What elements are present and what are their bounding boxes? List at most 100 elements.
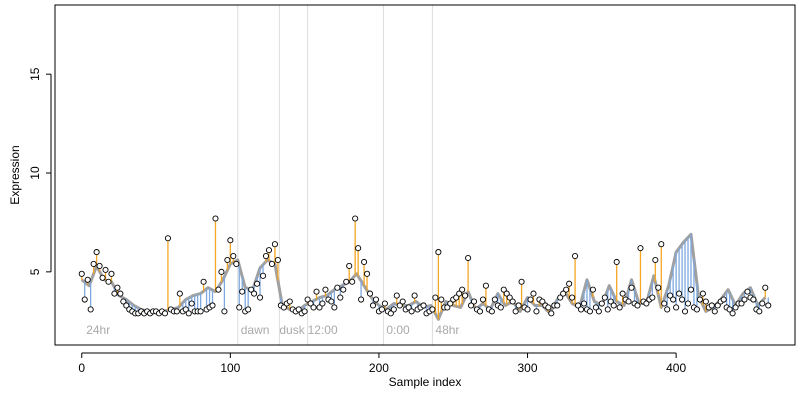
data-point <box>607 298 614 305</box>
data-point <box>349 278 356 285</box>
data-point <box>696 296 703 303</box>
data-point <box>408 308 415 315</box>
data-point <box>756 308 763 315</box>
data-point <box>729 310 736 317</box>
data-point <box>759 300 766 307</box>
data-point <box>387 310 394 317</box>
data-point <box>319 300 326 307</box>
data-point <box>221 308 228 315</box>
x-axis-label: Sample index <box>389 375 462 389</box>
data-point <box>765 302 772 309</box>
data-point <box>227 237 234 244</box>
data-point <box>411 292 418 299</box>
data-point <box>188 300 195 307</box>
data-point <box>262 252 270 260</box>
data-point <box>280 304 287 311</box>
data-point <box>637 245 644 252</box>
data-point <box>732 304 739 311</box>
data-point <box>619 290 626 297</box>
y-axis-label: Expression <box>8 145 22 204</box>
data-point <box>209 302 216 309</box>
data-point <box>432 294 439 301</box>
data-point <box>589 286 596 293</box>
data-point <box>625 298 632 305</box>
data-point <box>236 304 243 311</box>
data-point <box>105 278 112 285</box>
data-point <box>456 290 463 297</box>
data-point <box>491 296 498 303</box>
data-point <box>482 282 489 289</box>
data-point <box>295 306 302 313</box>
data-point <box>601 294 608 301</box>
data-point <box>738 300 745 307</box>
data-point <box>307 300 314 307</box>
data-point <box>560 290 567 297</box>
data-point <box>548 310 555 317</box>
data-point <box>655 284 662 291</box>
data-point <box>711 308 718 315</box>
data-point <box>533 308 540 315</box>
data-point <box>664 306 671 313</box>
data-point <box>488 308 495 315</box>
data-point <box>337 294 344 301</box>
data-point <box>310 304 317 311</box>
data-point <box>702 298 709 305</box>
y-tick-label: 10 <box>28 166 42 180</box>
data-point <box>506 294 513 301</box>
data-point <box>372 296 380 303</box>
data-point <box>248 286 255 293</box>
data-point <box>355 245 362 252</box>
data-point <box>575 302 582 309</box>
data-point <box>185 310 192 317</box>
data-points <box>78 215 772 317</box>
time-annotation: dusk <box>279 323 305 337</box>
data-point <box>465 254 472 262</box>
data-point <box>331 304 338 311</box>
data-point <box>566 280 573 287</box>
data-point <box>257 294 264 301</box>
axes: 0 100 200 300 400 5 10 15 <box>28 4 796 375</box>
data-point <box>435 249 442 256</box>
data-point <box>643 300 650 307</box>
data-point <box>399 298 406 305</box>
data-point <box>120 298 127 305</box>
data-point <box>81 296 88 303</box>
data-point <box>479 296 487 303</box>
data-point <box>265 247 273 254</box>
data-point <box>197 308 204 315</box>
data-point <box>658 241 665 248</box>
data-point <box>447 300 454 307</box>
data-point <box>322 286 329 293</box>
time-marker-lines <box>237 5 433 345</box>
data-point <box>93 249 100 256</box>
data-point <box>346 262 353 269</box>
data-point <box>459 286 466 293</box>
data-point <box>497 304 504 311</box>
data-point <box>405 304 412 311</box>
x-tick-label: 0 <box>78 361 85 375</box>
data-point <box>313 288 320 295</box>
data-point <box>673 304 680 311</box>
data-point <box>569 294 576 301</box>
y-tick-label: 15 <box>28 67 42 81</box>
data-point <box>679 296 686 303</box>
data-point <box>102 266 109 273</box>
data-point <box>420 302 427 309</box>
data-point <box>173 308 180 315</box>
time-annotation: 48hr <box>435 323 459 337</box>
data-point <box>224 256 231 264</box>
data-point <box>667 292 674 299</box>
data-point <box>453 294 460 301</box>
data-point <box>286 298 293 305</box>
data-point <box>438 296 445 303</box>
data-point <box>649 294 656 301</box>
data-point <box>518 278 525 285</box>
data-point <box>215 286 222 293</box>
data-point <box>254 280 261 287</box>
data-point <box>268 260 275 268</box>
data-point <box>628 284 635 291</box>
data-point <box>554 302 561 309</box>
data-point <box>182 306 189 313</box>
x-tick-label: 100 <box>220 361 240 375</box>
data-point <box>726 306 733 313</box>
